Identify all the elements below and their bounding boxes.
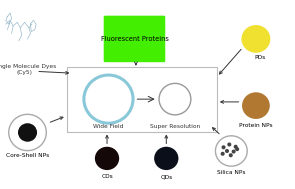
Ellipse shape [221, 152, 225, 156]
Ellipse shape [232, 149, 236, 154]
Text: PDs: PDs [255, 55, 266, 60]
Ellipse shape [95, 147, 119, 170]
Ellipse shape [242, 92, 270, 119]
Ellipse shape [215, 136, 247, 166]
Ellipse shape [84, 75, 133, 123]
Text: CDs: CDs [101, 174, 113, 179]
Ellipse shape [154, 147, 178, 170]
Text: Silica NPs: Silica NPs [217, 170, 246, 175]
Ellipse shape [9, 114, 46, 151]
Ellipse shape [234, 145, 238, 149]
Text: Core-Shell NPs: Core-Shell NPs [6, 153, 49, 158]
Ellipse shape [235, 147, 239, 151]
Text: Wide Field: Wide Field [93, 124, 124, 129]
Text: QDs: QDs [160, 174, 172, 179]
Ellipse shape [225, 149, 229, 153]
Ellipse shape [227, 143, 231, 146]
Ellipse shape [229, 153, 233, 157]
Ellipse shape [18, 123, 37, 142]
Ellipse shape [159, 83, 191, 115]
FancyBboxPatch shape [103, 15, 166, 63]
Ellipse shape [241, 25, 270, 53]
Text: Protein NPs: Protein NPs [239, 123, 273, 129]
Text: Single Molecule Dyes
(Cy5): Single Molecule Dyes (Cy5) [0, 64, 56, 75]
Text: Super Resolution: Super Resolution [150, 124, 200, 129]
Ellipse shape [222, 145, 226, 149]
Bar [67, 67, 217, 132]
Text: Fluorescent Proteins: Fluorescent Proteins [101, 36, 168, 42]
